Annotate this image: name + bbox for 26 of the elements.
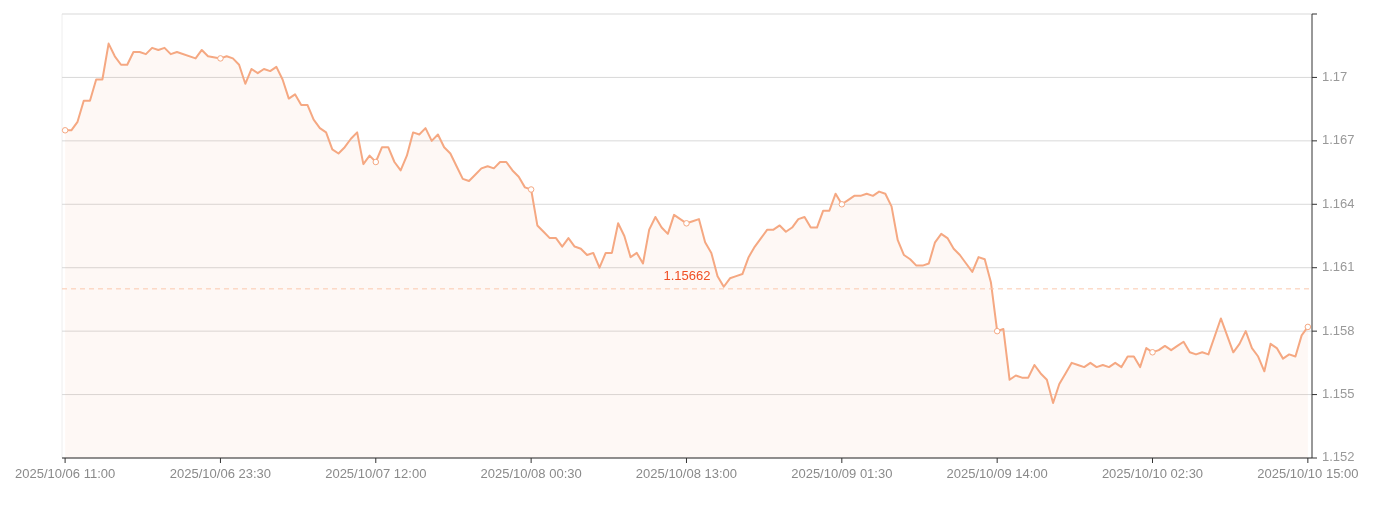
point <box>1149 349 1156 356</box>
y-tick-label: 1.152 <box>1322 449 1355 465</box>
y-tick-label: 1.164 <box>1322 195 1355 211</box>
x-tick-label: 2025/10/08 00:30 <box>480 466 582 481</box>
y-tick-label: 1.17 <box>1322 68 1348 84</box>
point <box>993 327 1001 335</box>
y-tick-label: 1.158 <box>1322 322 1355 338</box>
annotation: 1.15662 <box>663 267 711 283</box>
point <box>217 55 224 62</box>
y-tick-label: 1.161 <box>1322 259 1355 275</box>
point <box>61 127 69 134</box>
x-tick-label: 2025/10/08 13:00 <box>635 466 738 481</box>
x-tick-label: 2025/10/10 15:00 <box>1257 466 1359 481</box>
point <box>527 186 535 193</box>
x-tick-label: 2025/10/09 01:30 <box>791 466 893 481</box>
point <box>372 158 380 166</box>
x-tick-label: 2025/10/06 23:30 <box>169 466 272 481</box>
point <box>838 201 846 208</box>
x-tick-label: 2025/10/07 12:00 <box>325 466 427 481</box>
point <box>1304 323 1312 331</box>
y-tick-label: 1.155 <box>1322 386 1355 402</box>
point <box>683 220 690 227</box>
x-tick-label: 2025/10/09 14:00 <box>946 466 1048 481</box>
y-tick-label: 1.167 <box>1322 132 1355 148</box>
x-tick-label: 2025/10/10 02:30 <box>1101 466 1204 481</box>
x-tick-label: 2025/10/06 11:00 <box>14 466 116 481</box>
